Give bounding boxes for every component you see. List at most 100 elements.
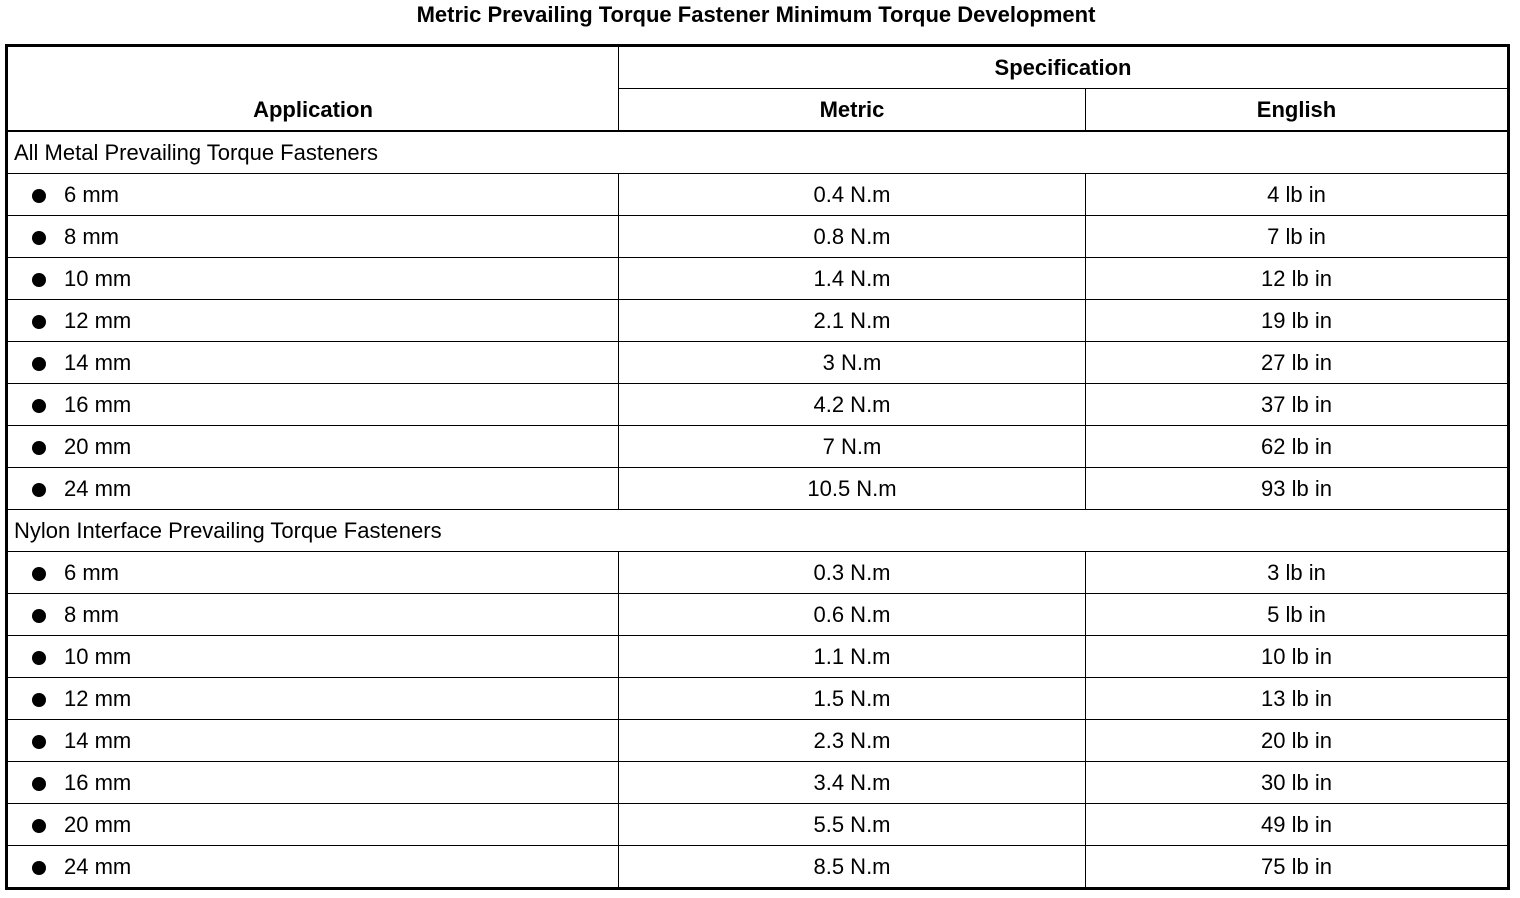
metric-cell: 3.4 N.m: [618, 761, 1086, 804]
bullet-icon: [32, 777, 46, 791]
table-title: Metric Prevailing Torque Fastener Minimu…: [416, 2, 1096, 27]
english-cell: 4 lb in: [1084, 173, 1510, 216]
metric-cell: 0.8 N.m: [618, 215, 1086, 258]
application-cell: 8 mm: [6, 215, 619, 258]
bullet-icon: [32, 567, 46, 581]
header-metric: Metric: [618, 88, 1086, 132]
bullet-icon: [32, 693, 46, 707]
table-row: 24 mm 10.5 N.m 93 lb in: [6, 467, 1510, 510]
table-row: 20 mm 5.5 N.m 49 lb in: [6, 803, 1510, 846]
english-cell: 49 lb in: [1084, 803, 1510, 846]
english-cell: 10 lb in: [1084, 635, 1510, 678]
english-cell: 7 lb in: [1084, 215, 1510, 258]
table-row: 16 mm 4.2 N.m 37 lb in: [6, 383, 1510, 426]
bullet-icon: [32, 189, 46, 203]
application-cell: 24 mm: [6, 845, 619, 889]
metric-cell: 1.5 N.m: [618, 677, 1086, 720]
fastener-size: 20 mm: [64, 434, 132, 459]
fastener-size: 12 mm: [64, 308, 132, 333]
bullet-icon: [32, 651, 46, 665]
bullet-icon: [32, 231, 46, 245]
english-cell: 5 lb in: [1084, 593, 1510, 636]
english-cell: 27 lb in: [1084, 341, 1510, 384]
application-cell: 14 mm: [6, 341, 619, 384]
fastener-size: 10 mm: [64, 644, 132, 669]
torque-table: Application Specification Metric English…: [5, 44, 1511, 890]
table-row: 12 mm 1.5 N.m 13 lb in: [6, 677, 1510, 720]
group-label: Nylon Interface Prevailing Torque Fasten…: [5, 509, 1510, 552]
table-row: 6 mm 0.4 N.m 4 lb in: [6, 173, 1510, 216]
fastener-size: 14 mm: [64, 350, 132, 375]
application-cell: 12 mm: [6, 677, 619, 720]
fastener-size: 12 mm: [64, 686, 132, 711]
application-cell: 8 mm: [6, 593, 619, 636]
application-cell: 20 mm: [6, 425, 619, 468]
application-cell: 16 mm: [6, 383, 619, 426]
english-cell: 20 lb in: [1084, 719, 1510, 762]
metric-cell: 8.5 N.m: [618, 845, 1086, 889]
group-label: All Metal Prevailing Torque Fasteners: [5, 130, 1510, 174]
metric-cell: 0.4 N.m: [618, 173, 1086, 216]
metric-cell: 2.1 N.m: [618, 299, 1086, 342]
application-cell: 10 mm: [6, 635, 619, 678]
fastener-size: 16 mm: [64, 770, 132, 795]
bullet-icon: [32, 483, 46, 497]
metric-cell: 4.2 N.m: [618, 383, 1086, 426]
header-application: Application: [6, 45, 619, 132]
fastener-size: 24 mm: [64, 854, 132, 879]
fastener-size: 6 mm: [64, 560, 119, 585]
table-row: 20 mm 7 N.m 62 lb in: [6, 425, 1510, 468]
english-cell: 13 lb in: [1084, 677, 1510, 720]
english-cell: 62 lb in: [1084, 425, 1510, 468]
fastener-size: 8 mm: [64, 602, 119, 627]
bullet-icon: [32, 861, 46, 875]
fastener-size: 14 mm: [64, 728, 132, 753]
bullet-icon: [32, 315, 46, 329]
application-cell: 6 mm: [6, 173, 619, 216]
english-cell: 12 lb in: [1084, 257, 1510, 300]
table-row: 24 mm 8.5 N.m 75 lb in: [6, 845, 1510, 889]
table-row: 14 mm 2.3 N.m 20 lb in: [6, 719, 1510, 762]
fastener-size: 20 mm: [64, 812, 132, 837]
bullet-icon: [32, 819, 46, 833]
english-cell: 30 lb in: [1084, 761, 1510, 804]
bullet-icon: [32, 399, 46, 413]
table-row: 6 mm 0.3 N.m 3 lb in: [6, 551, 1510, 594]
table-row: 8 mm 0.8 N.m 7 lb in: [6, 215, 1510, 258]
fastener-size: 6 mm: [64, 182, 119, 207]
bullet-icon: [32, 441, 46, 455]
english-cell: 75 lb in: [1084, 845, 1510, 889]
bullet-icon: [32, 357, 46, 371]
application-cell: 14 mm: [6, 719, 619, 762]
english-cell: 93 lb in: [1084, 467, 1510, 510]
bullet-icon: [32, 735, 46, 749]
header-specification: Specification: [617, 45, 1510, 89]
metric-cell: 0.3 N.m: [618, 551, 1086, 594]
fastener-size: 16 mm: [64, 392, 132, 417]
table-row: 16 mm 3.4 N.m 30 lb in: [6, 761, 1510, 804]
application-cell: 12 mm: [6, 299, 619, 342]
table-row: 10 mm 1.4 N.m 12 lb in: [6, 257, 1510, 300]
fastener-size: 24 mm: [64, 476, 132, 501]
application-cell: 20 mm: [6, 803, 619, 846]
metric-cell: 7 N.m: [618, 425, 1086, 468]
table-row: 8 mm 0.6 N.m 5 lb in: [6, 593, 1510, 636]
fastener-size: 10 mm: [64, 266, 132, 291]
metric-cell: 2.3 N.m: [618, 719, 1086, 762]
english-cell: 3 lb in: [1084, 551, 1510, 594]
table-row: 12 mm 2.1 N.m 19 lb in: [6, 299, 1510, 342]
group-row: Nylon Interface Prevailing Torque Fasten…: [5, 509, 1510, 552]
application-cell: 6 mm: [6, 551, 619, 594]
metric-cell: 3 N.m: [618, 341, 1086, 384]
fastener-size: 8 mm: [64, 224, 119, 249]
table-row: 10 mm 1.1 N.m 10 lb in: [6, 635, 1510, 678]
metric-cell: 1.4 N.m: [618, 257, 1086, 300]
application-cell: 24 mm: [6, 467, 619, 510]
english-cell: 19 lb in: [1084, 299, 1510, 342]
metric-cell: 1.1 N.m: [618, 635, 1086, 678]
bullet-icon: [32, 609, 46, 623]
metric-cell: 0.6 N.m: [618, 593, 1086, 636]
group-row: All Metal Prevailing Torque Fasteners: [5, 130, 1510, 174]
metric-cell: 5.5 N.m: [618, 803, 1086, 846]
application-cell: 16 mm: [6, 761, 619, 804]
